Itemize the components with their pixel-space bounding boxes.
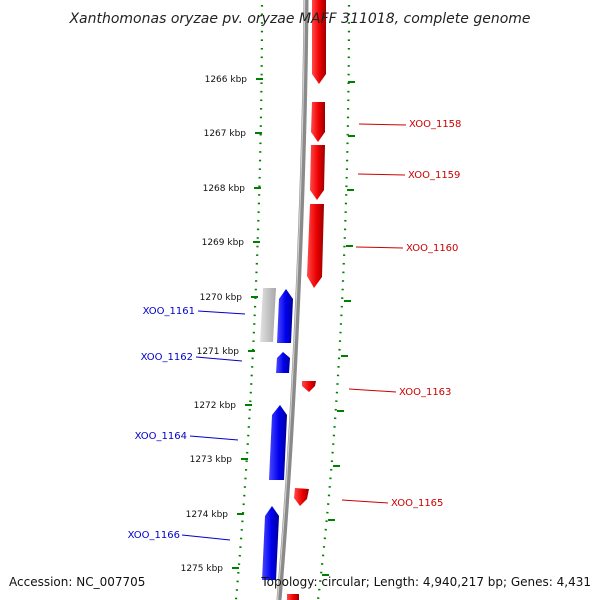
leader-line [195, 356, 243, 362]
gene-label-xoo-1162[interactable]: XOO_1162 [141, 352, 193, 363]
ruler-labels: 1266 kbp 1267 kbp 1268 kbp 1269 kbp 1270… [181, 75, 248, 574]
leader-line [358, 123, 407, 126]
map-title: Xanthomonas oryzae pv. oryzae MAFF 31101… [68, 11, 530, 27]
ruler-label: 1269 kbp [202, 238, 245, 248]
genome-backbone-highlight [277, 0, 306, 600]
genome-summary: Topology: circular; Length: 4,940,217 bp… [260, 575, 591, 589]
gene-xoo-1162-arrow[interactable] [276, 352, 290, 373]
gene-label-xoo-1164[interactable]: XOO_1164 [135, 431, 187, 442]
leader-line [181, 534, 231, 541]
gene-label-xoo-1160[interactable]: XOO_1160 [406, 243, 458, 254]
gene-xoo-1159-arrow[interactable] [310, 145, 325, 200]
ruler-label: 1270 kbp [200, 293, 243, 303]
gene-xoo-1167-arrow[interactable] [287, 594, 299, 600]
leader-line [357, 173, 406, 176]
ruler-label: 1271 kbp [197, 347, 240, 357]
gene-label-xoo-1165[interactable]: XOO_1165 [391, 498, 443, 509]
gene-label-xoo-1161[interactable]: XOO_1161 [143, 306, 195, 317]
leader-line [348, 388, 397, 393]
reverse-gene-labels: XOO_1161 XOO_1162 XOO_1164 XOO_1166 [128, 306, 195, 541]
ruler-ticks [232, 78, 263, 569]
dotted-track-right [316, 4, 351, 600]
accession-label: Accession: NC_007705 [9, 575, 145, 589]
gene-xoo-1161-arrow[interactable] [277, 289, 293, 343]
forward-leaders [341, 123, 407, 504]
pseudo-gene-arrow[interactable] [260, 288, 276, 342]
leader-line [355, 246, 404, 249]
reverse-leaders [181, 310, 246, 541]
gene-xoo-1165-arrow[interactable] [294, 488, 309, 506]
ruler-label: 1266 kbp [205, 75, 248, 85]
gene-xoo-1166-arrow[interactable] [262, 506, 279, 580]
leader-line [341, 499, 389, 504]
gene-label-xoo-1158[interactable]: XOO_1158 [409, 119, 461, 130]
ruler-label: 1267 kbp [204, 129, 247, 139]
gene-xoo-1158-arrow[interactable] [311, 102, 325, 142]
gene-xoo-1160-arrow[interactable] [307, 204, 324, 288]
dotted-track-left [234, 4, 264, 600]
gene-xoo-1164-arrow[interactable] [269, 405, 287, 480]
leader-line [197, 310, 246, 315]
gene-xoo-1163-arrow[interactable] [302, 381, 316, 392]
right-track-ticks [322, 81, 355, 576]
leader-line [189, 435, 239, 441]
ruler-label: 1275 kbp [181, 564, 224, 574]
gene-label-xoo-1166[interactable]: XOO_1166 [128, 530, 180, 541]
ruler-label: 1272 kbp [194, 401, 237, 411]
gene-label-xoo-1159[interactable]: XOO_1159 [408, 170, 460, 181]
gene-label-xoo-1163[interactable]: XOO_1163 [399, 387, 451, 398]
gene-xoo-1157-arrow[interactable] [312, 0, 326, 84]
forward-gene-labels: XOO_1158 XOO_1159 XOO_1160 XOO_1163 XOO_… [391, 119, 461, 509]
forward-genes [287, 0, 326, 600]
genome-backbone [276, 0, 309, 600]
ruler-label: 1273 kbp [190, 455, 233, 465]
reverse-genes [260, 288, 293, 580]
ruler-label: 1268 kbp [203, 184, 246, 194]
ruler-label: 1274 kbp [186, 510, 229, 520]
